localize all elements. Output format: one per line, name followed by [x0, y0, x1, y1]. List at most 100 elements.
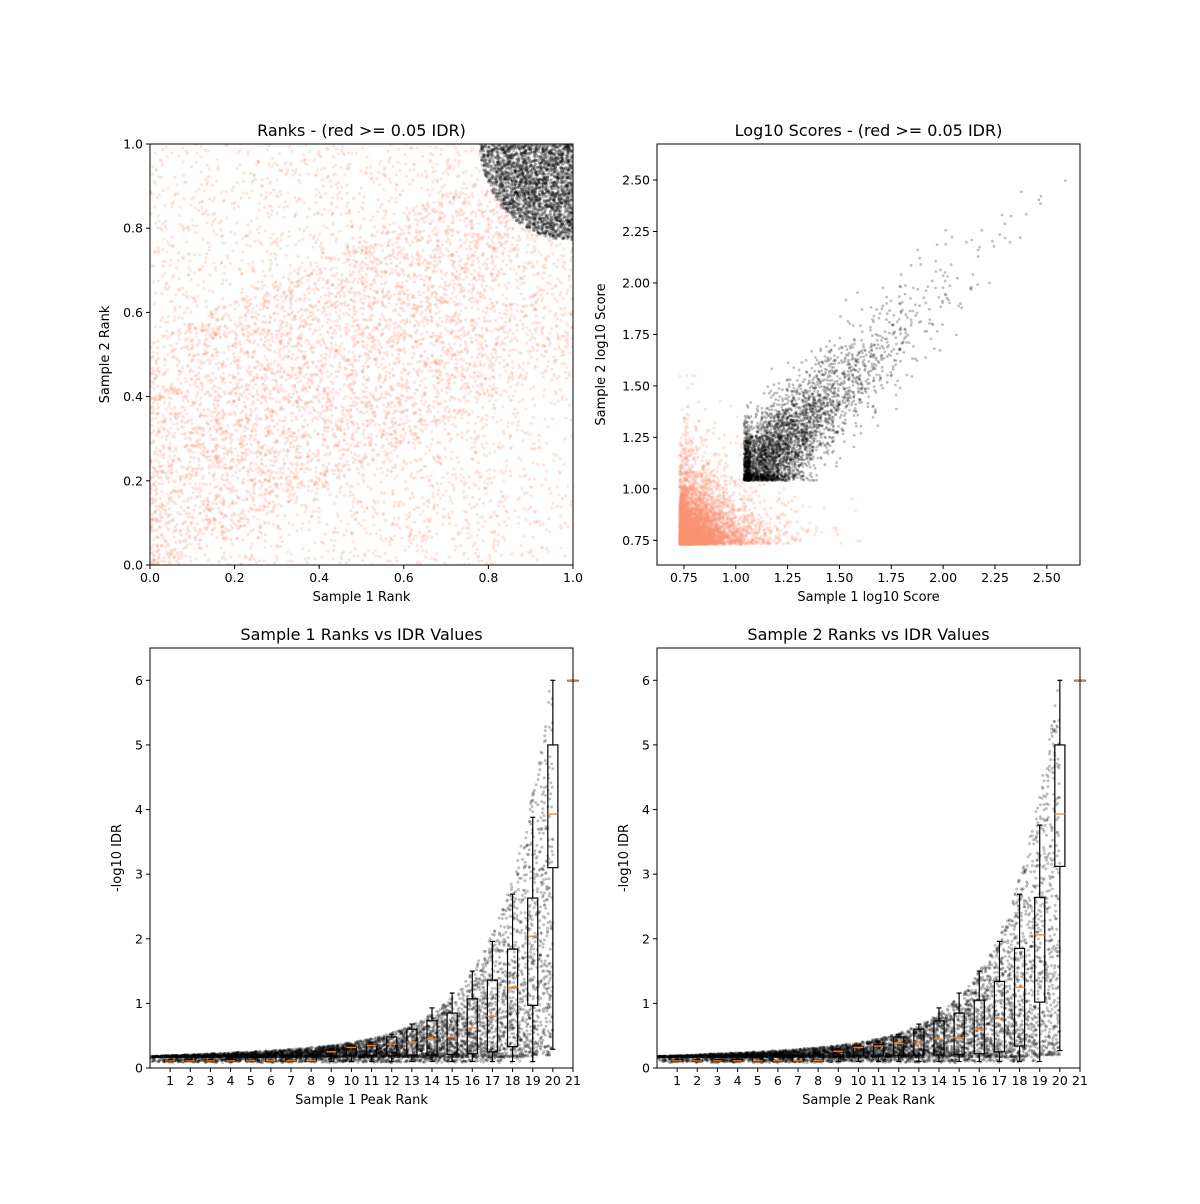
red-point [399, 298, 403, 302]
red-point [540, 299, 544, 303]
red-point [408, 211, 412, 215]
red-point [342, 347, 346, 351]
red-point [435, 424, 439, 428]
red-point [221, 555, 225, 559]
red-point [481, 501, 485, 505]
red-point [236, 180, 240, 185]
red-point [456, 321, 460, 325]
red-point [474, 364, 478, 368]
red-point [214, 421, 219, 425]
red-point [501, 340, 505, 344]
red-point [207, 289, 211, 293]
red-point [502, 246, 507, 250]
red-point [317, 516, 321, 520]
red-point [374, 269, 378, 273]
red-point [504, 309, 508, 313]
red-point [511, 236, 515, 240]
red-point [465, 351, 470, 355]
red-point [281, 488, 285, 492]
red-point [227, 331, 231, 335]
red-point [322, 356, 326, 360]
red-point [257, 465, 261, 469]
red-point [439, 354, 443, 358]
red-point [395, 183, 399, 187]
red-point [198, 438, 202, 442]
red-point [176, 259, 180, 263]
red-point [465, 494, 469, 499]
red-point [471, 239, 475, 243]
red-point [334, 239, 338, 244]
red-point [315, 387, 319, 391]
red-point [535, 348, 539, 352]
red-point [244, 454, 248, 458]
red-point [520, 282, 524, 286]
red-point [436, 338, 440, 342]
red-point [337, 313, 341, 318]
red-point [429, 365, 433, 369]
red-point [351, 364, 355, 368]
red-point [275, 303, 279, 307]
red-point [383, 282, 387, 286]
red-point [220, 234, 224, 238]
red-point [266, 479, 271, 483]
red-point [535, 260, 539, 264]
red-point [152, 538, 156, 542]
red-point [294, 447, 298, 451]
red-point [525, 371, 529, 375]
red-point [207, 197, 212, 201]
red-point [396, 523, 400, 527]
red-point [295, 513, 299, 517]
red-point [300, 467, 304, 471]
red-point [557, 345, 561, 349]
red-point [303, 296, 307, 300]
red-point [412, 537, 416, 542]
red-point [545, 364, 550, 369]
red-point [289, 331, 293, 335]
red-point [337, 476, 341, 480]
red-point [252, 329, 256, 333]
red-point [373, 266, 378, 270]
red-point [554, 392, 558, 396]
red-point [211, 327, 215, 331]
red-point [334, 286, 339, 290]
red-point [508, 469, 512, 473]
red-point [532, 442, 536, 446]
red-point [492, 376, 496, 380]
red-point [345, 224, 349, 228]
red-point [212, 522, 216, 526]
red-point [495, 355, 499, 359]
red-point [491, 543, 495, 547]
red-point [402, 336, 406, 340]
red-point [375, 176, 379, 181]
red-point [218, 221, 222, 225]
red-point [471, 495, 475, 500]
red-point [351, 345, 356, 349]
red-point [563, 330, 568, 334]
red-point [178, 337, 182, 341]
red-point [155, 470, 159, 474]
red-point [420, 332, 424, 336]
red-point [505, 510, 509, 514]
red-point [505, 263, 509, 267]
red-point [357, 241, 361, 245]
red-point [447, 361, 451, 365]
red-point [370, 403, 374, 407]
red-point [279, 375, 283, 379]
red-point [475, 384, 480, 388]
red-point [239, 455, 244, 459]
red-point [248, 244, 252, 248]
red-point [248, 302, 253, 306]
red-point [351, 500, 356, 504]
red-point [160, 464, 164, 468]
red-point [352, 305, 356, 309]
red-point [208, 455, 212, 459]
red-point [162, 536, 166, 540]
red-point [538, 445, 542, 449]
red-point [260, 287, 264, 291]
red-point [173, 480, 177, 484]
red-point [307, 528, 311, 532]
red-point [467, 486, 471, 490]
red-point [465, 381, 469, 385]
red-point [372, 259, 376, 263]
red-point [160, 163, 164, 167]
